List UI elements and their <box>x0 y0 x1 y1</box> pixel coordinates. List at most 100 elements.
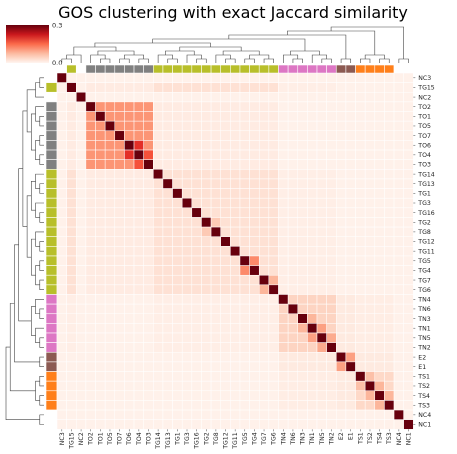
heatmap-cell <box>345 101 356 112</box>
heatmap-cell <box>220 111 231 122</box>
heatmap-cell <box>307 178 318 189</box>
heatmap-cell <box>268 178 279 189</box>
column-group-color <box>239 64 250 74</box>
heatmap-cell <box>66 313 77 324</box>
heatmap-cell <box>297 323 308 334</box>
heatmap-cell <box>95 226 106 237</box>
heatmap-cell <box>220 72 231 83</box>
heatmap-cell <box>143 120 154 132</box>
heatmap-cell <box>374 255 385 266</box>
heatmap-cell <box>326 342 337 353</box>
heatmap-cell <box>403 140 414 151</box>
heatmap-cell <box>268 400 279 411</box>
heatmap-cell <box>172 323 183 334</box>
column-group-color <box>258 64 270 74</box>
heatmap-cell <box>239 236 250 247</box>
y-tick-label: NC3 <box>418 75 431 82</box>
heatmap-cell <box>393 159 404 170</box>
heatmap-cell <box>66 255 77 266</box>
row-group-color <box>45 400 58 411</box>
heatmap-cell <box>133 120 144 132</box>
heatmap-cell <box>336 92 347 103</box>
heatmap-cell <box>374 342 385 353</box>
x-tick-label: TO7 <box>117 432 124 446</box>
heatmap-cell <box>114 332 125 343</box>
heatmap-cell <box>85 130 96 141</box>
y-tick-label: TG14 <box>417 171 435 178</box>
row-group-color <box>45 82 58 93</box>
heatmap-cell <box>384 371 395 382</box>
heatmap-cell <box>316 72 327 83</box>
heatmap-cell <box>191 380 202 392</box>
heatmap-cell <box>297 409 308 420</box>
heatmap-cell <box>268 390 279 401</box>
heatmap-cell <box>124 400 135 411</box>
heatmap-cell <box>181 400 193 411</box>
heatmap-cell <box>249 236 260 247</box>
heatmap-cell <box>76 284 87 295</box>
dendrogram-link <box>360 58 371 63</box>
heatmap-cell <box>172 361 183 372</box>
y-tick-label: TO6 <box>417 142 431 149</box>
heatmap-cell <box>239 313 250 324</box>
heatmap-cell <box>393 265 404 276</box>
heatmap-cell <box>374 274 385 286</box>
column-group-color <box>191 64 202 74</box>
heatmap-cell <box>307 380 318 392</box>
heatmap-cell <box>85 342 96 353</box>
heatmap-cell <box>316 284 327 295</box>
heatmap-cell <box>287 246 298 257</box>
heatmap-cell <box>76 101 87 112</box>
heatmap-cell <box>133 82 144 93</box>
heatmap-cell <box>56 265 67 276</box>
heatmap-cell <box>85 159 96 170</box>
heatmap-cell <box>210 140 221 151</box>
heatmap-cell <box>287 294 298 305</box>
dendrogram-link <box>340 58 352 63</box>
heatmap-cell <box>345 178 356 189</box>
heatmap-cell <box>114 409 125 420</box>
heatmap-cell <box>76 409 87 420</box>
heatmap-cell <box>374 101 385 112</box>
x-tick-label: TO3 <box>145 432 152 446</box>
heatmap-cell <box>307 400 318 411</box>
y-tick-label: TN6 <box>417 306 430 313</box>
heatmap-cell <box>172 188 183 199</box>
column-group-color <box>104 64 116 74</box>
heatmap-cell <box>133 409 144 420</box>
heatmap-cell <box>403 101 414 112</box>
heatmap-cell <box>336 303 347 314</box>
heatmap-cell <box>374 380 385 392</box>
heatmap-cell <box>230 294 241 305</box>
heatmap-cell <box>201 149 212 160</box>
heatmap-cell <box>76 82 87 93</box>
heatmap-cell <box>336 236 347 247</box>
heatmap-cell <box>249 255 260 266</box>
dendrogram-link <box>124 54 144 59</box>
dendrogram-link <box>39 414 44 425</box>
heatmap-cell <box>403 72 414 83</box>
heatmap-cell <box>336 207 347 218</box>
heatmap-cell <box>268 159 279 170</box>
heatmap-cell <box>153 72 164 83</box>
heatmap-cell <box>76 352 87 363</box>
heatmap-cell <box>336 361 347 372</box>
heatmap-cell <box>230 130 241 141</box>
heatmap-cell <box>287 274 298 286</box>
heatmap-cell <box>384 72 395 83</box>
heatmap-cell <box>258 207 270 218</box>
heatmap-cell <box>153 130 164 141</box>
heatmap-cell <box>230 169 241 180</box>
heatmap-cell <box>56 342 67 353</box>
heatmap-cell <box>124 120 135 132</box>
heatmap-cell <box>124 313 135 324</box>
heatmap-cell <box>384 159 395 170</box>
row-group-color <box>45 274 58 286</box>
heatmap-cell <box>278 130 289 141</box>
heatmap-cell <box>95 255 106 266</box>
row-group-color <box>45 351 58 363</box>
heatmap-cell <box>95 409 106 420</box>
heatmap-cell <box>191 303 202 314</box>
heatmap-cell <box>326 149 337 160</box>
heatmap-cell <box>210 284 221 295</box>
